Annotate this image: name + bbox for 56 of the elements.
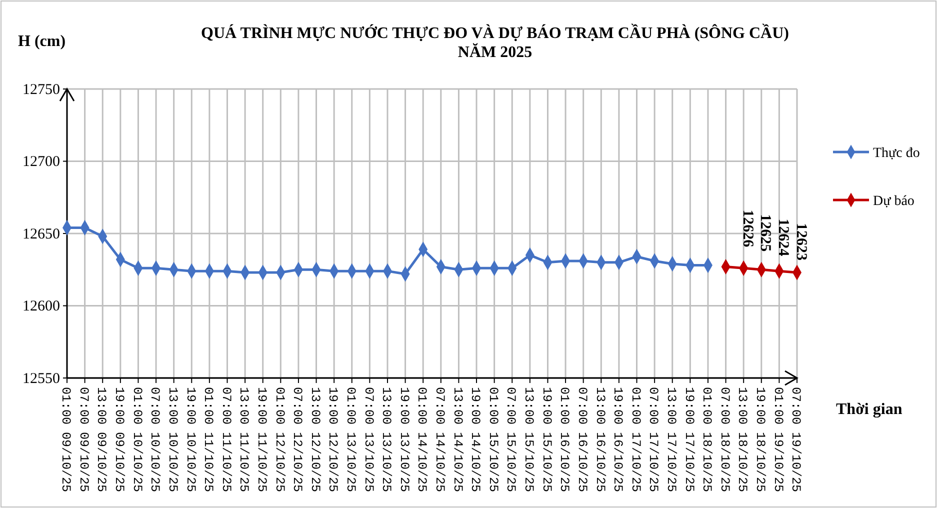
- x-tick-label: 13:00 09/10/25: [94, 387, 108, 492]
- x-tick-label: 19:00 10/10/25: [183, 387, 198, 492]
- x-tick-label: 01:00 15/10/25: [486, 387, 500, 492]
- x-tick-label: 19:00 13/10/25: [396, 387, 411, 492]
- legend-label: Thực đo: [873, 146, 920, 161]
- x-tick-label: 19:00 14/10/25: [468, 387, 482, 492]
- x-tick-label: 01:00 09/10/25: [58, 387, 73, 492]
- x-tick-label: 01:00 17/10/25: [628, 387, 642, 492]
- x-tick-label: 07:00 19/10/25: [788, 387, 803, 492]
- x-tick-label: 07:00 09/10/25: [76, 387, 90, 492]
- x-tick-label: 13:00 13/10/25: [379, 387, 394, 492]
- x-tick-label: 13:00 17/10/25: [664, 387, 678, 492]
- x-tick-label: 07:00 10/10/25: [148, 387, 162, 492]
- x-tick-label: 01:00 11/10/25: [201, 387, 216, 492]
- x-tick-label: 07:00 17/10/25: [646, 387, 660, 492]
- x-axis-title: Thời gian: [836, 401, 902, 418]
- y-tick-label: 12650: [22, 226, 60, 242]
- chart-title: QUÁ TRÌNH MỰC NƯỚC THỰC ĐO VÀ DỰ BÁO TRẠM CẦU PHÀ (SÔNG CẦU) NĂM 2025: [201, 23, 789, 61]
- x-tick-label: 19:00 17/10/25: [682, 387, 696, 492]
- y-tick-label: 12550: [22, 370, 60, 387]
- x-tick-label: 01:00 16/10/25: [557, 387, 572, 492]
- x-tick-label: 13:00 16/10/25: [592, 387, 607, 492]
- x-tick-label: 13:00 15/10/25: [522, 387, 536, 492]
- x-tick-label: 07:00 11/10/25: [218, 387, 233, 492]
- x-tick-label: 13:00 12/10/25: [308, 387, 322, 492]
- x-tick-label: 19:00 09/10/25: [112, 387, 126, 492]
- x-tick-label: 13:00 11/10/25: [236, 387, 251, 492]
- x-tick-label: 07:00 16/10/25: [574, 387, 589, 492]
- data-label: 12624: [774, 218, 791, 257]
- x-tick-label: 01:00 12/10/25: [272, 387, 286, 492]
- x-tick-label: 19:00 18/10/25: [753, 387, 768, 492]
- x-tick-label: 01:00 14/10/25: [414, 387, 429, 492]
- x-tick-label: 13:00 14/10/25: [450, 387, 464, 492]
- y-tick-label: 12700: [22, 154, 60, 170]
- x-tick-label: 13:00 18/10/25: [735, 387, 750, 492]
- x-tick-label: 01:00 13/10/25: [344, 387, 358, 492]
- x-tick-label: 07:00 14/10/25: [432, 387, 447, 492]
- x-tick-label: 07:00 12/10/25: [290, 387, 304, 492]
- x-tick-label: 19:00 16/10/25: [610, 387, 625, 492]
- data-label: 12625: [757, 214, 774, 252]
- x-tick-label: 01:00 10/10/25: [130, 387, 144, 492]
- y-tick-label: 12600: [22, 298, 60, 315]
- data-label: 12623: [792, 223, 809, 261]
- data-label: 12626: [739, 210, 756, 248]
- x-tick-label: 19:00 15/10/25: [539, 387, 554, 492]
- x-tick-label: 19:00 12/10/25: [326, 387, 340, 492]
- x-tick-label: 07:00 15/10/25: [504, 387, 518, 492]
- y-axis-title: H (cm): [18, 33, 66, 50]
- x-tick-label: 01:00 18/10/25: [700, 387, 714, 492]
- x-tick-label: 07:00 13/10/25: [361, 387, 376, 492]
- x-tick-label: 01:00 19/10/25: [770, 387, 785, 492]
- x-tick-label: 19:00 11/10/25: [254, 387, 268, 492]
- y-tick-label: 12750: [22, 82, 60, 98]
- x-tick-label: 07:00 18/10/25: [717, 387, 732, 492]
- x-tick-label: 13:00 10/10/25: [165, 387, 180, 492]
- legend-label: Dự báo: [873, 194, 914, 209]
